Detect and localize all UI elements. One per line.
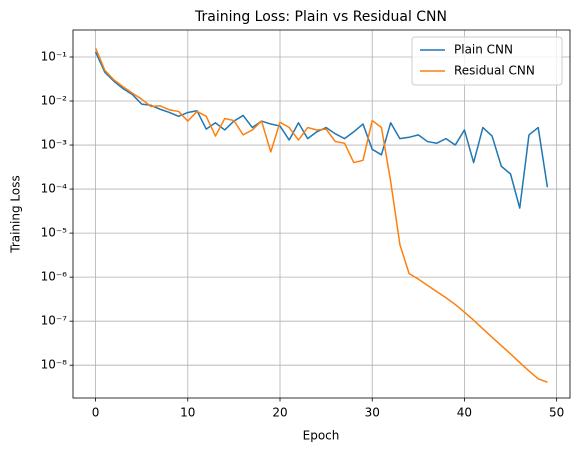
y-tick-label: 10⁻⁸	[41, 358, 68, 372]
y-tick-label: 10⁻⁴	[41, 182, 68, 196]
x-axis-label: Epoch	[303, 429, 340, 443]
y-tick-label: 10⁻⁶	[41, 270, 68, 284]
x-tick-label: 50	[549, 406, 564, 420]
x-tick-label: 10	[180, 406, 195, 420]
y-tick-label: 10⁻⁵	[41, 226, 68, 240]
y-tick-label: 10⁻²	[41, 94, 68, 108]
x-tick-label: 30	[365, 406, 380, 420]
y-axis-label: Training Loss	[9, 175, 23, 253]
legend-label: Plain CNN	[454, 43, 513, 57]
legend-label: Residual CNN	[454, 64, 535, 78]
y-tick-label: 10⁻³	[41, 138, 68, 152]
legend: Plain CNN Residual CNN	[411, 36, 563, 86]
x-tick-label: 20	[272, 406, 287, 420]
y-tick-label: 10⁻⁷	[41, 314, 68, 328]
y-tick-label: 10⁻¹	[41, 49, 68, 63]
line	[94, 47, 548, 383]
x-tick-label: 40	[457, 406, 472, 420]
axes-frame	[72, 29, 571, 399]
chart-title: Training Loss: Plain vs Residual CNN	[194, 9, 447, 25]
legend-box	[411, 36, 563, 86]
x-tick-label: 0	[92, 406, 100, 420]
